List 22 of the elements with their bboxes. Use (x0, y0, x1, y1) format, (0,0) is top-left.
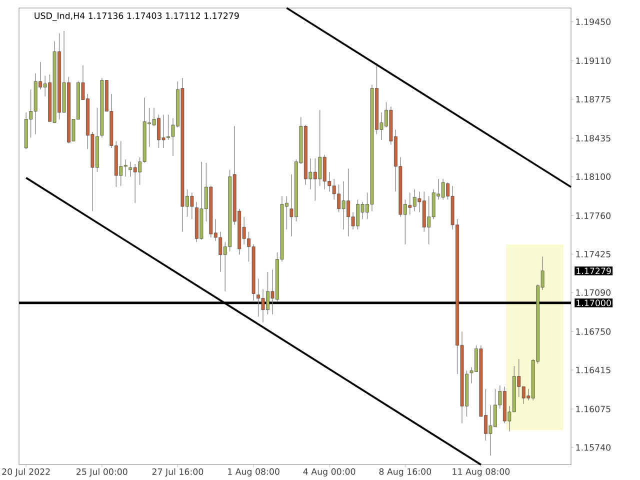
x-tick-label: 11 Aug 08:00 (452, 468, 510, 476)
y-tick-label: 1.16075 (576, 406, 610, 412)
x-tick-label: 20 Jul 2022 (2, 468, 50, 477)
ref-line-label: 1.17000 (576, 300, 611, 306)
y-tick-label: 1.16415 (576, 366, 610, 374)
y-tick-label: 1.18435 (576, 134, 610, 142)
x-tick-label: 25 Jul 00:00 (76, 468, 128, 477)
x-tick-label: 27 Jul 16:00 (152, 468, 204, 477)
x-tick-label: 1 Aug 08:00 (228, 468, 280, 476)
y-tick-label: 1.17425 (576, 250, 610, 258)
y-tick-label: 1.16750 (576, 328, 611, 335)
y-tick-label: 1.18775 (576, 96, 610, 102)
y-tick-label: 1.19110 (576, 58, 611, 64)
y-tick-label: 1.17090 (576, 289, 611, 296)
y-tick-label: 1.19450 (576, 18, 611, 26)
chart-title: USD_Ind,H4 1.17136 1.17403 1.17112 1.17279 (34, 12, 239, 21)
y-tick-label: 1.17760 (576, 212, 611, 219)
y-tick-label: 1.15740 (576, 444, 611, 451)
y-tick-label: 1.18100 (576, 173, 611, 180)
x-tick-label: 4 Aug 00:00 (303, 468, 356, 476)
text: 1.17279 (576, 268, 611, 274)
x-tick-label: 8 Aug 16:00 (379, 468, 432, 476)
